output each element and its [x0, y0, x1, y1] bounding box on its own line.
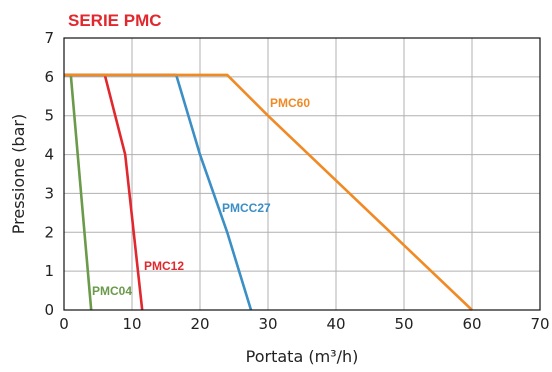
y-tick-6: 6	[44, 68, 54, 86]
series-line-pmc12	[64, 73, 144, 311]
y-tick-2: 2	[44, 223, 54, 241]
y-tick-5: 5	[44, 107, 54, 125]
series-group	[64, 73, 473, 311]
y-tick-4: 4	[44, 146, 54, 164]
series-label-pmcc27: PMCC27	[222, 201, 271, 215]
plot-frame	[63, 37, 541, 311]
x-tick-labels: 0 10 20 30 40 50 60 70	[59, 315, 549, 333]
x-tick-40: 40	[326, 315, 345, 333]
y-tick-labels: 0 1 2 3 4 5 6 7	[44, 29, 54, 319]
x-tick-10: 10	[122, 315, 141, 333]
series-label-pmc60: PMC60	[270, 96, 310, 110]
series-line-pmcc27	[64, 73, 253, 311]
x-tick-70: 70	[530, 315, 549, 333]
series-line-pmc60	[64, 73, 473, 311]
x-tick-60: 60	[462, 315, 481, 333]
grid	[63, 37, 541, 311]
y-tick-1: 1	[44, 262, 54, 280]
series-labels: PMC04 PMC12 PMCC27 PMC60	[92, 96, 310, 298]
y-tick-0: 0	[44, 301, 54, 319]
y-axis-title: Pressione (bar)	[9, 114, 28, 234]
y-tick-3: 3	[44, 184, 54, 202]
y-tick-7: 7	[44, 29, 54, 47]
x-axis-title: Portata (m³/h)	[246, 347, 359, 366]
x-tick-0: 0	[59, 315, 69, 333]
series-label-pmc12: PMC12	[144, 259, 184, 273]
x-tick-30: 30	[258, 315, 277, 333]
chart-title: SERIE PMC	[68, 11, 162, 30]
series-label-pmc04: PMC04	[92, 284, 132, 298]
x-tick-20: 20	[190, 315, 209, 333]
series-line-pmc04	[64, 73, 93, 311]
x-tick-50: 50	[394, 315, 413, 333]
